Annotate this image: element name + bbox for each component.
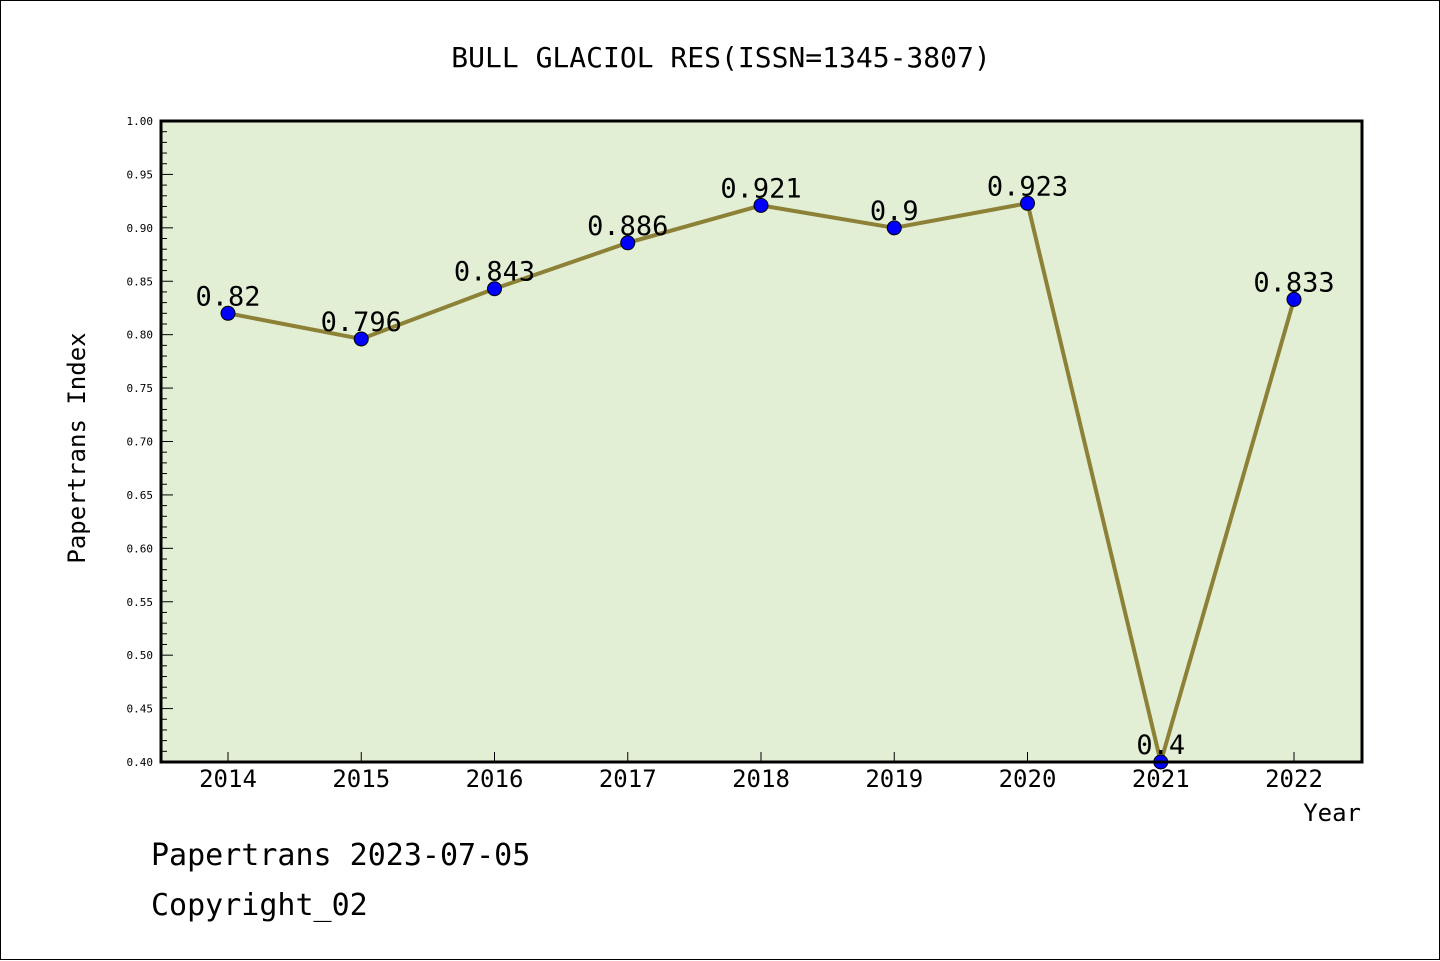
footer-copyright: Copyright_02 xyxy=(151,888,368,923)
plot-area xyxy=(161,121,1362,762)
y-tick-label: 0.40 xyxy=(127,756,154,769)
data-label: 0.923 xyxy=(987,171,1068,202)
x-tick-label: 2019 xyxy=(865,765,923,793)
data-point xyxy=(886,220,902,236)
x-tick-label: 2022 xyxy=(1265,765,1323,793)
y-tick-label: 1.00 xyxy=(127,115,154,128)
plot-frame xyxy=(159,119,1364,764)
data-label: 0.82 xyxy=(195,281,260,312)
x-tick-label: 2017 xyxy=(599,765,657,793)
y-tick-label: 0.70 xyxy=(127,436,154,449)
y-tick-label: 0.65 xyxy=(127,489,154,502)
data-label: 0.796 xyxy=(321,307,402,338)
y-tick-label: 0.50 xyxy=(127,649,154,662)
data-point xyxy=(353,331,369,347)
y-tick-label: 0.90 xyxy=(127,222,154,235)
y-tick-label: 0.85 xyxy=(127,275,154,288)
data-point xyxy=(1286,291,1302,307)
data-labels: 0.82 0.796 0.843 0.886 0.921 0.9 0.923 0.4 0.833 xyxy=(195,171,1334,761)
y-tick-label: 0.55 xyxy=(127,596,154,609)
data-point xyxy=(220,305,236,321)
x-tick-label: 2020 xyxy=(999,765,1057,793)
x-tick-label: 2018 xyxy=(732,765,790,793)
x-tick-label: 2016 xyxy=(466,765,524,793)
data-label: 0.843 xyxy=(454,257,535,288)
x-tick-label: 2021 xyxy=(1132,765,1190,793)
data-point xyxy=(487,281,502,297)
x-tick-label: 2015 xyxy=(332,765,390,793)
y-tick-label: 0.75 xyxy=(127,382,154,395)
x-tick-label: 2014 xyxy=(199,765,257,793)
y-tick-label: 0.60 xyxy=(127,542,154,555)
footer-date: Papertrans 2023-07-05 xyxy=(151,838,530,873)
data-label: 0.833 xyxy=(1253,267,1334,298)
data-point xyxy=(753,197,769,213)
chart-title: BULL GLACIOL RES(ISSN=1345-3807) xyxy=(451,41,990,74)
data-label: 0.9 xyxy=(870,196,919,227)
y-tick-label: 0.80 xyxy=(127,329,154,342)
x-axis: 2014 2015 2016 2017 2018 2019 2020 2021 2022 xyxy=(199,752,1323,793)
y-axis-label: Papertrans Index xyxy=(63,332,91,563)
y-tick-label: 0.45 xyxy=(127,703,154,716)
data-label: 0.886 xyxy=(587,211,668,242)
data-point xyxy=(1020,195,1035,211)
x-axis-label: Year xyxy=(1303,799,1361,827)
y-tick-label: 0.95 xyxy=(127,168,154,181)
data-label: 0.921 xyxy=(720,173,801,204)
data-label: 0.4 xyxy=(1136,730,1185,761)
data-point xyxy=(620,235,636,251)
